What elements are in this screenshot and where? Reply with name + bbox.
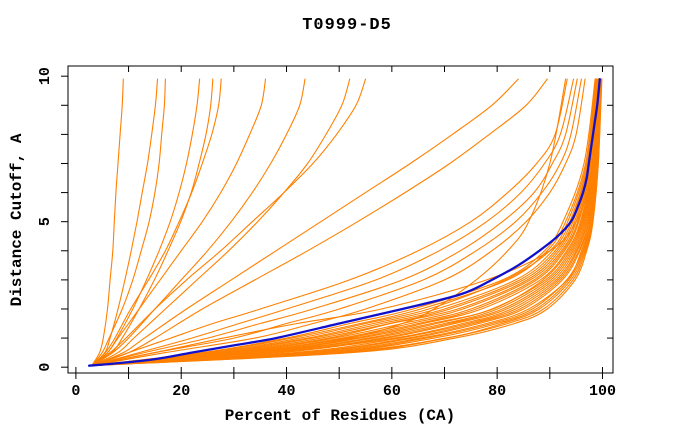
axis-frame: 0 20 40 60 80 100 0 5 10 [37, 65, 616, 400]
model-curve-m16 [91, 78, 582, 367]
model-curve-m01 [91, 78, 124, 367]
x-tick-label: 20 [172, 383, 190, 400]
model-curve-m43 [88, 78, 602, 367]
model-curve-m14 [91, 78, 575, 367]
model-curve-m30 [88, 78, 600, 367]
model-curves [87, 77, 603, 367]
model-curve-m21 [88, 78, 597, 367]
y-tick-label: 10 [37, 67, 54, 85]
model-curve-m20 [88, 78, 596, 367]
x-tick-label: 0 [71, 383, 80, 400]
model-curve-m15 [91, 78, 578, 367]
model-curve-m36 [88, 78, 601, 367]
x-tick-label: 40 [278, 383, 296, 400]
model-curve-m11 [91, 78, 519, 367]
model-curve-m03 [91, 78, 166, 367]
model-curve-m23 [88, 78, 598, 367]
x-tick-label: 100 [589, 383, 616, 400]
model-curve-m39 [88, 78, 602, 367]
model-curve-m42 [88, 78, 602, 367]
x-axis-label: Percent of Residues (CA) [225, 407, 455, 425]
model-curve-m10 [91, 78, 367, 367]
model-curve-m13 [91, 78, 568, 367]
model-curve-m37 [88, 78, 601, 367]
model-curve-m24 [88, 78, 598, 367]
model-curve-m04 [91, 78, 201, 367]
model-curve-m28 [88, 78, 599, 367]
y-tick-label: 5 [37, 217, 54, 226]
highlight-curve [87, 77, 601, 367]
model-curve-m29 [88, 78, 599, 367]
model-curve-m09 [91, 78, 351, 367]
model-curve-m27 [88, 78, 599, 367]
model-curve-m45 [88, 78, 603, 367]
model-curve-m02 [91, 78, 159, 367]
model-curve-m12 [91, 78, 548, 367]
model-curve-m05 [91, 78, 214, 367]
model-curve-m08 [91, 78, 306, 367]
x-tick-label: 60 [383, 383, 401, 400]
x-tick-label: 80 [488, 383, 506, 400]
chart-title: T0999-D5 [302, 16, 392, 35]
y-tick-label: 0 [37, 363, 54, 372]
y-axis-label: Distance Cutoff, A [8, 133, 26, 306]
model-curve-m07 [91, 78, 267, 367]
plot-border [67, 65, 614, 374]
model-curve-m22 [88, 78, 597, 367]
model-curve-m06 [91, 78, 222, 367]
model-curve-m17 [91, 78, 586, 367]
